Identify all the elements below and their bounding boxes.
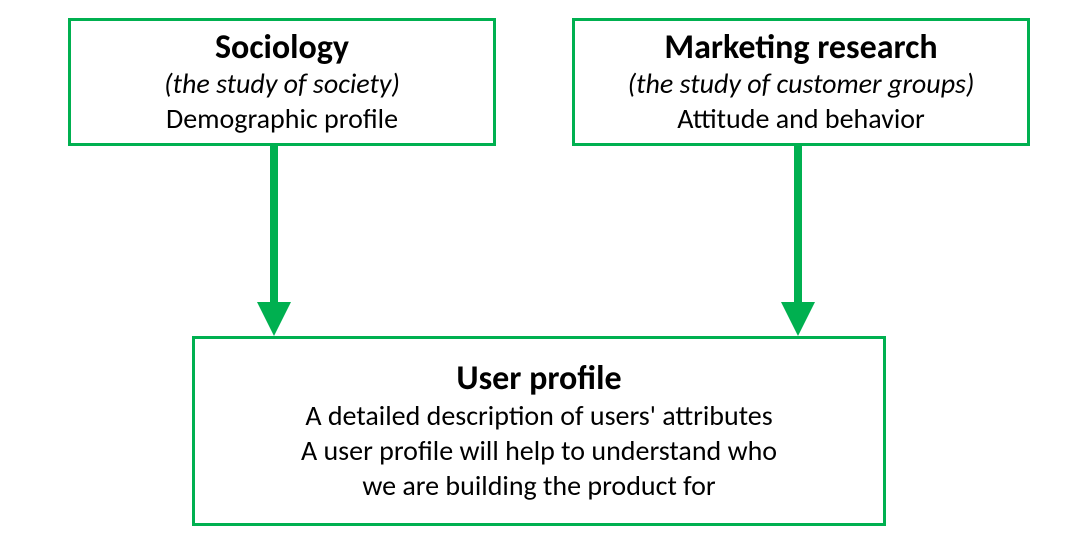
node-description: Demographic profile	[85, 101, 479, 136]
node-title: Marketing research	[589, 28, 1013, 67]
node-subtitle: (the study of society)	[85, 67, 479, 101]
node-description-line: we are building the product for	[209, 468, 869, 503]
node-subtitle: (the study of customer groups)	[589, 67, 1013, 101]
node-description-line: A user profile will help to understand w…	[209, 433, 869, 468]
arrow-head-icon	[781, 302, 815, 336]
arrow-line	[794, 146, 802, 302]
node-marketing: Marketing research (the study of custome…	[572, 18, 1030, 146]
node-description: Attitude and behavior	[589, 101, 1013, 136]
arrow-head-icon	[257, 302, 291, 336]
node-description-line: A detailed description of users' attribu…	[209, 398, 869, 433]
node-title: User profile	[209, 359, 869, 398]
arrow-line	[270, 146, 278, 302]
node-title: Sociology	[85, 28, 479, 67]
flowchart-diagram: Sociology (the study of society) Demogra…	[0, 0, 1080, 557]
node-sociology: Sociology (the study of society) Demogra…	[68, 18, 496, 146]
node-user-profile: User profile A detailed description of u…	[192, 336, 886, 526]
